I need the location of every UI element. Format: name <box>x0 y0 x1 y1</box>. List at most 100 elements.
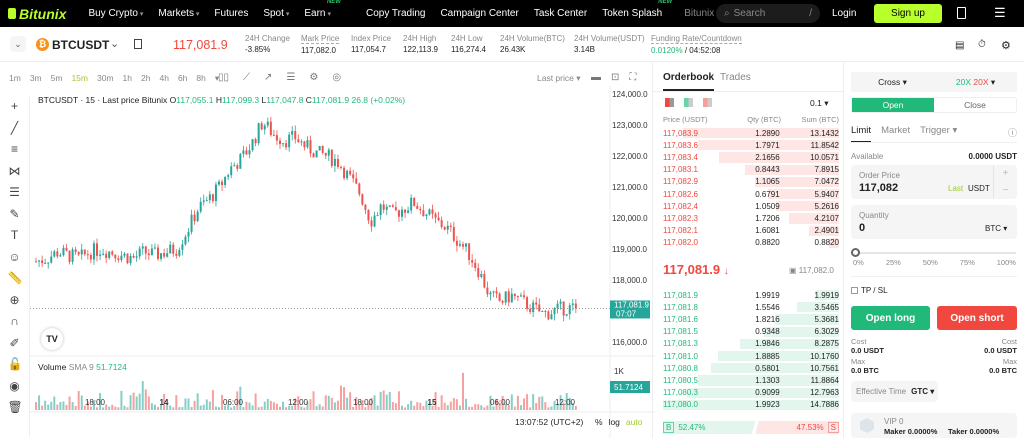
nav-item-futures[interactable]: Futures <box>214 8 249 19</box>
percent-toggle[interactable]: % <box>595 417 603 427</box>
indicators-icon[interactable]: ⟋ <box>243 72 251 83</box>
asks-view-icon[interactable] <box>703 98 712 107</box>
login-link[interactable]: Login <box>832 8 857 19</box>
info-icon[interactable]: ⓘ <box>1008 128 1018 138</box>
nav-item-token-splash[interactable]: Token Splash NEW <box>602 0 673 19</box>
bitunix-logo[interactable]: Bitunix <box>8 6 66 22</box>
bid-row[interactable]: 117,080.8 0.5801 10.7561 <box>663 363 839 374</box>
effective-time-dropdown[interactable]: Effective Time GTC ▾ <box>851 381 938 402</box>
pattern-icon[interactable]: ⋈ <box>8 163 21 178</box>
interval-30m[interactable]: 30m <box>96 73 114 83</box>
margin-mode-dropdown[interactable]: Cross ▾ <box>851 72 934 92</box>
contract-info-icon[interactable] <box>134 39 142 49</box>
bid-row[interactable]: 117,081.0 1.8885 10.1760 <box>663 350 839 362</box>
increase-price-button[interactable]: + <box>1002 168 1009 179</box>
interval-15m[interactable]: 15m <box>71 73 88 83</box>
ask-row[interactable]: 117,083.1 0.8443 7.8915 <box>663 164 839 175</box>
screenshot-icon[interactable]: ◎ <box>332 72 342 83</box>
magnet-icon[interactable]: ∩ <box>10 314 19 328</box>
last-price-button[interactable]: Last <box>948 184 964 193</box>
ask-row[interactable]: 117,082.4 1.0509 5.2616 <box>663 201 839 212</box>
trend-line-icon[interactable]: ╱ <box>10 120 19 135</box>
nav-item-buy-crypto[interactable]: Buy Crypto ▾ <box>88 8 144 19</box>
timer-icon[interactable]: ⏱ <box>978 39 986 50</box>
lock-drawing-icon[interactable]: ✐ <box>9 335 20 350</box>
nav-item-campaign-center[interactable]: Campaign Center <box>440 8 519 19</box>
nav-item-earn[interactable]: Earn ▾ NEW <box>304 0 341 19</box>
interval-8h[interactable]: 8h <box>196 73 206 83</box>
horizontal-lines-icon[interactable]: ≡ <box>10 142 18 156</box>
more-intervals-icon[interactable]: ▾ <box>214 73 220 83</box>
close-tab[interactable]: Close <box>964 100 986 110</box>
download-app-icon[interactable] <box>957 7 966 19</box>
menu-icon[interactable]: ☰ <box>994 5 1006 20</box>
brush-icon[interactable]: ✎ <box>9 206 20 221</box>
interval-3m[interactable]: 3m <box>29 73 42 83</box>
leverage-dropdown[interactable]: 20X 20X ▾ <box>934 72 1017 92</box>
tpsl-checkbox[interactable]: TP / SL <box>851 286 888 295</box>
settings-icon[interactable]: ⚙ <box>1001 40 1011 52</box>
nav-item-spot[interactable]: Spot ▾ <box>263 8 290 19</box>
chat-icon[interactable]: ▬ <box>591 72 601 83</box>
calculator-icon[interactable]: ▤ <box>955 40 965 51</box>
auto-toggle[interactable]: auto <box>625 417 643 427</box>
interval-2h[interactable]: 2h <box>141 73 151 83</box>
ask-row[interactable]: 117,083.4 2.1656 10.0571 <box>663 152 839 163</box>
interval-4h[interactable]: 4h <box>159 73 169 83</box>
interval-6h[interactable]: 6h <box>177 73 188 83</box>
interval-1h[interactable]: 1h <box>122 73 132 83</box>
nav-item-task-center[interactable]: Task Center <box>533 8 588 19</box>
interval-1m[interactable]: 1m <box>9 73 21 83</box>
ask-row[interactable]: 117,083.9 1.2890 13.1432 <box>663 128 839 139</box>
search-input[interactable]: ⌕ Search / <box>716 4 820 23</box>
bid-row[interactable]: 117,080.3 0.9099 12.7963 <box>663 387 839 398</box>
zoom-in-icon[interactable]: ⊕ <box>9 292 20 307</box>
bid-row[interactable]: 117,081.9 1.9919 1.9919 <box>663 290 839 301</box>
interval-5m[interactable]: 5m <box>50 73 63 83</box>
trash-icon[interactable]: 🗑 <box>7 400 23 414</box>
fib-retracement-icon[interactable]: ☰ <box>9 185 20 199</box>
tab-trigger[interactable]: Trigger ▾ <box>920 125 958 136</box>
chart-settings-icon[interactable]: ⚙ <box>309 72 319 83</box>
ask-row[interactable]: 117,082.6 0.6791 5.9407 <box>663 188 839 200</box>
log-toggle[interactable]: log <box>608 417 620 427</box>
ask-row[interactable]: 117,082.9 1.1065 7.0472 <box>663 176 839 187</box>
ruler-icon[interactable]: 📏 <box>7 271 23 285</box>
bids-view-icon[interactable] <box>684 98 693 107</box>
signup-button[interactable]: Sign up <box>874 4 942 23</box>
crosshair-icon[interactable]: + <box>10 99 18 113</box>
hide-drawings-icon[interactable]: ◉ <box>9 378 20 393</box>
unlock-icon[interactable]: 🔓 <box>7 357 23 371</box>
tab-market[interactable]: Market <box>881 125 911 136</box>
fullscreen-icon[interactable]: ⛶ <box>629 72 637 83</box>
bid-row[interactable]: 117,081.6 1.8216 5.3681 <box>663 314 839 325</box>
open-short-button[interactable]: Open short <box>937 306 1017 330</box>
symbol-chevron-icon[interactable]: ⌄ <box>110 38 120 50</box>
tab-trades[interactable]: Trades <box>720 72 751 83</box>
precision-dropdown[interactable]: 0.1 ▾ <box>810 98 829 108</box>
price-chart[interactable]: 124,000.0 123,000.0 122,000.0 121,000.0 120,… <box>30 86 655 438</box>
one-chart-icon[interactable]: ⊡ <box>611 72 620 83</box>
open-tab[interactable]: Open <box>852 98 934 112</box>
ask-row[interactable]: 117,082.1 1.6081 2.4901 <box>663 225 839 236</box>
tab-orderbook[interactable]: Orderbook <box>663 72 715 91</box>
layout-icon[interactable]: ☰ <box>286 72 296 83</box>
nav-item-markets[interactable]: Markets ▾ <box>158 8 200 19</box>
quantity-slider[interactable] <box>852 252 1016 254</box>
ask-row[interactable]: 117,082.0 0.8820 0.8820 <box>663 237 839 248</box>
ask-row[interactable]: 117,083.6 1.7971 11.8542 <box>663 140 839 151</box>
open-long-button[interactable]: Open long <box>851 306 930 330</box>
collapse-chevron-icon[interactable]: ⌄ <box>10 36 26 52</box>
decrease-price-button[interactable]: − <box>1002 185 1009 196</box>
share-icon[interactable]: ↗ <box>264 72 273 83</box>
candle-type-icon[interactable]: ▯▯ <box>218 72 230 83</box>
bid-row[interactable]: 117,081.3 1.9846 8.2875 <box>663 338 839 349</box>
slider-handle[interactable] <box>851 248 860 257</box>
emoji-icon[interactable]: ☺ <box>8 249 21 264</box>
bid-row[interactable]: 117,081.5 0.9348 6.3029 <box>663 326 839 337</box>
tab-limit[interactable]: Limit <box>851 125 872 143</box>
symbol-selector[interactable]: BTCUSDT <box>52 38 110 52</box>
text-icon[interactable]: T <box>10 228 19 242</box>
bid-row[interactable]: 117,081.8 1.5546 3.5465 <box>663 302 839 313</box>
qty-unit-dropdown[interactable]: BTC ▾ <box>985 224 1008 233</box>
